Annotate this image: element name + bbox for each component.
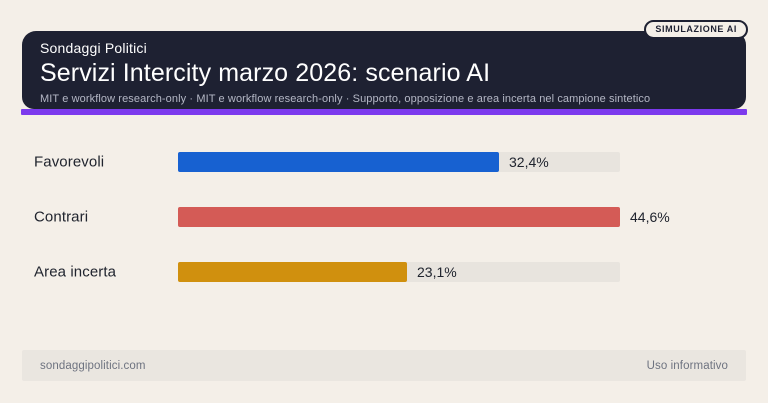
footer-note: Uso informativo [646,359,728,372]
chart-row: Favorevoli 32,4% [0,152,768,172]
accent-divider [21,109,747,115]
header-card: Sondaggi Politici Servizi Intercity marz… [22,31,746,109]
bar-fill [178,262,407,282]
value-label: 32,4% [509,154,549,170]
category-label: Contrari [34,208,89,226]
category-label: Favorevoli [34,153,105,171]
value-label: 44,6% [630,209,670,225]
brand-name: Sondaggi Politici [40,40,147,56]
chart-row: Contrari 44,6% [0,207,768,227]
category-label: Area incerta [34,263,117,281]
footer-bar: sondaggipolitici.com Uso informativo [22,350,746,381]
bar-fill [178,152,499,172]
page-subtitle: MIT e workflow research-only · MIT e wor… [40,93,651,105]
chart-row: Area incerta 23,1% [0,262,768,282]
value-label: 23,1% [417,264,457,280]
bar-track [178,262,620,282]
page-title: Servizi Intercity marzo 2026: scenario A… [40,59,491,87]
bar-track [178,207,620,227]
bar-track [178,152,620,172]
bar-fill [178,207,620,227]
simulation-badge: SIMULAZIONE AI [644,20,748,39]
footer-source: sondaggipolitici.com [40,359,146,372]
